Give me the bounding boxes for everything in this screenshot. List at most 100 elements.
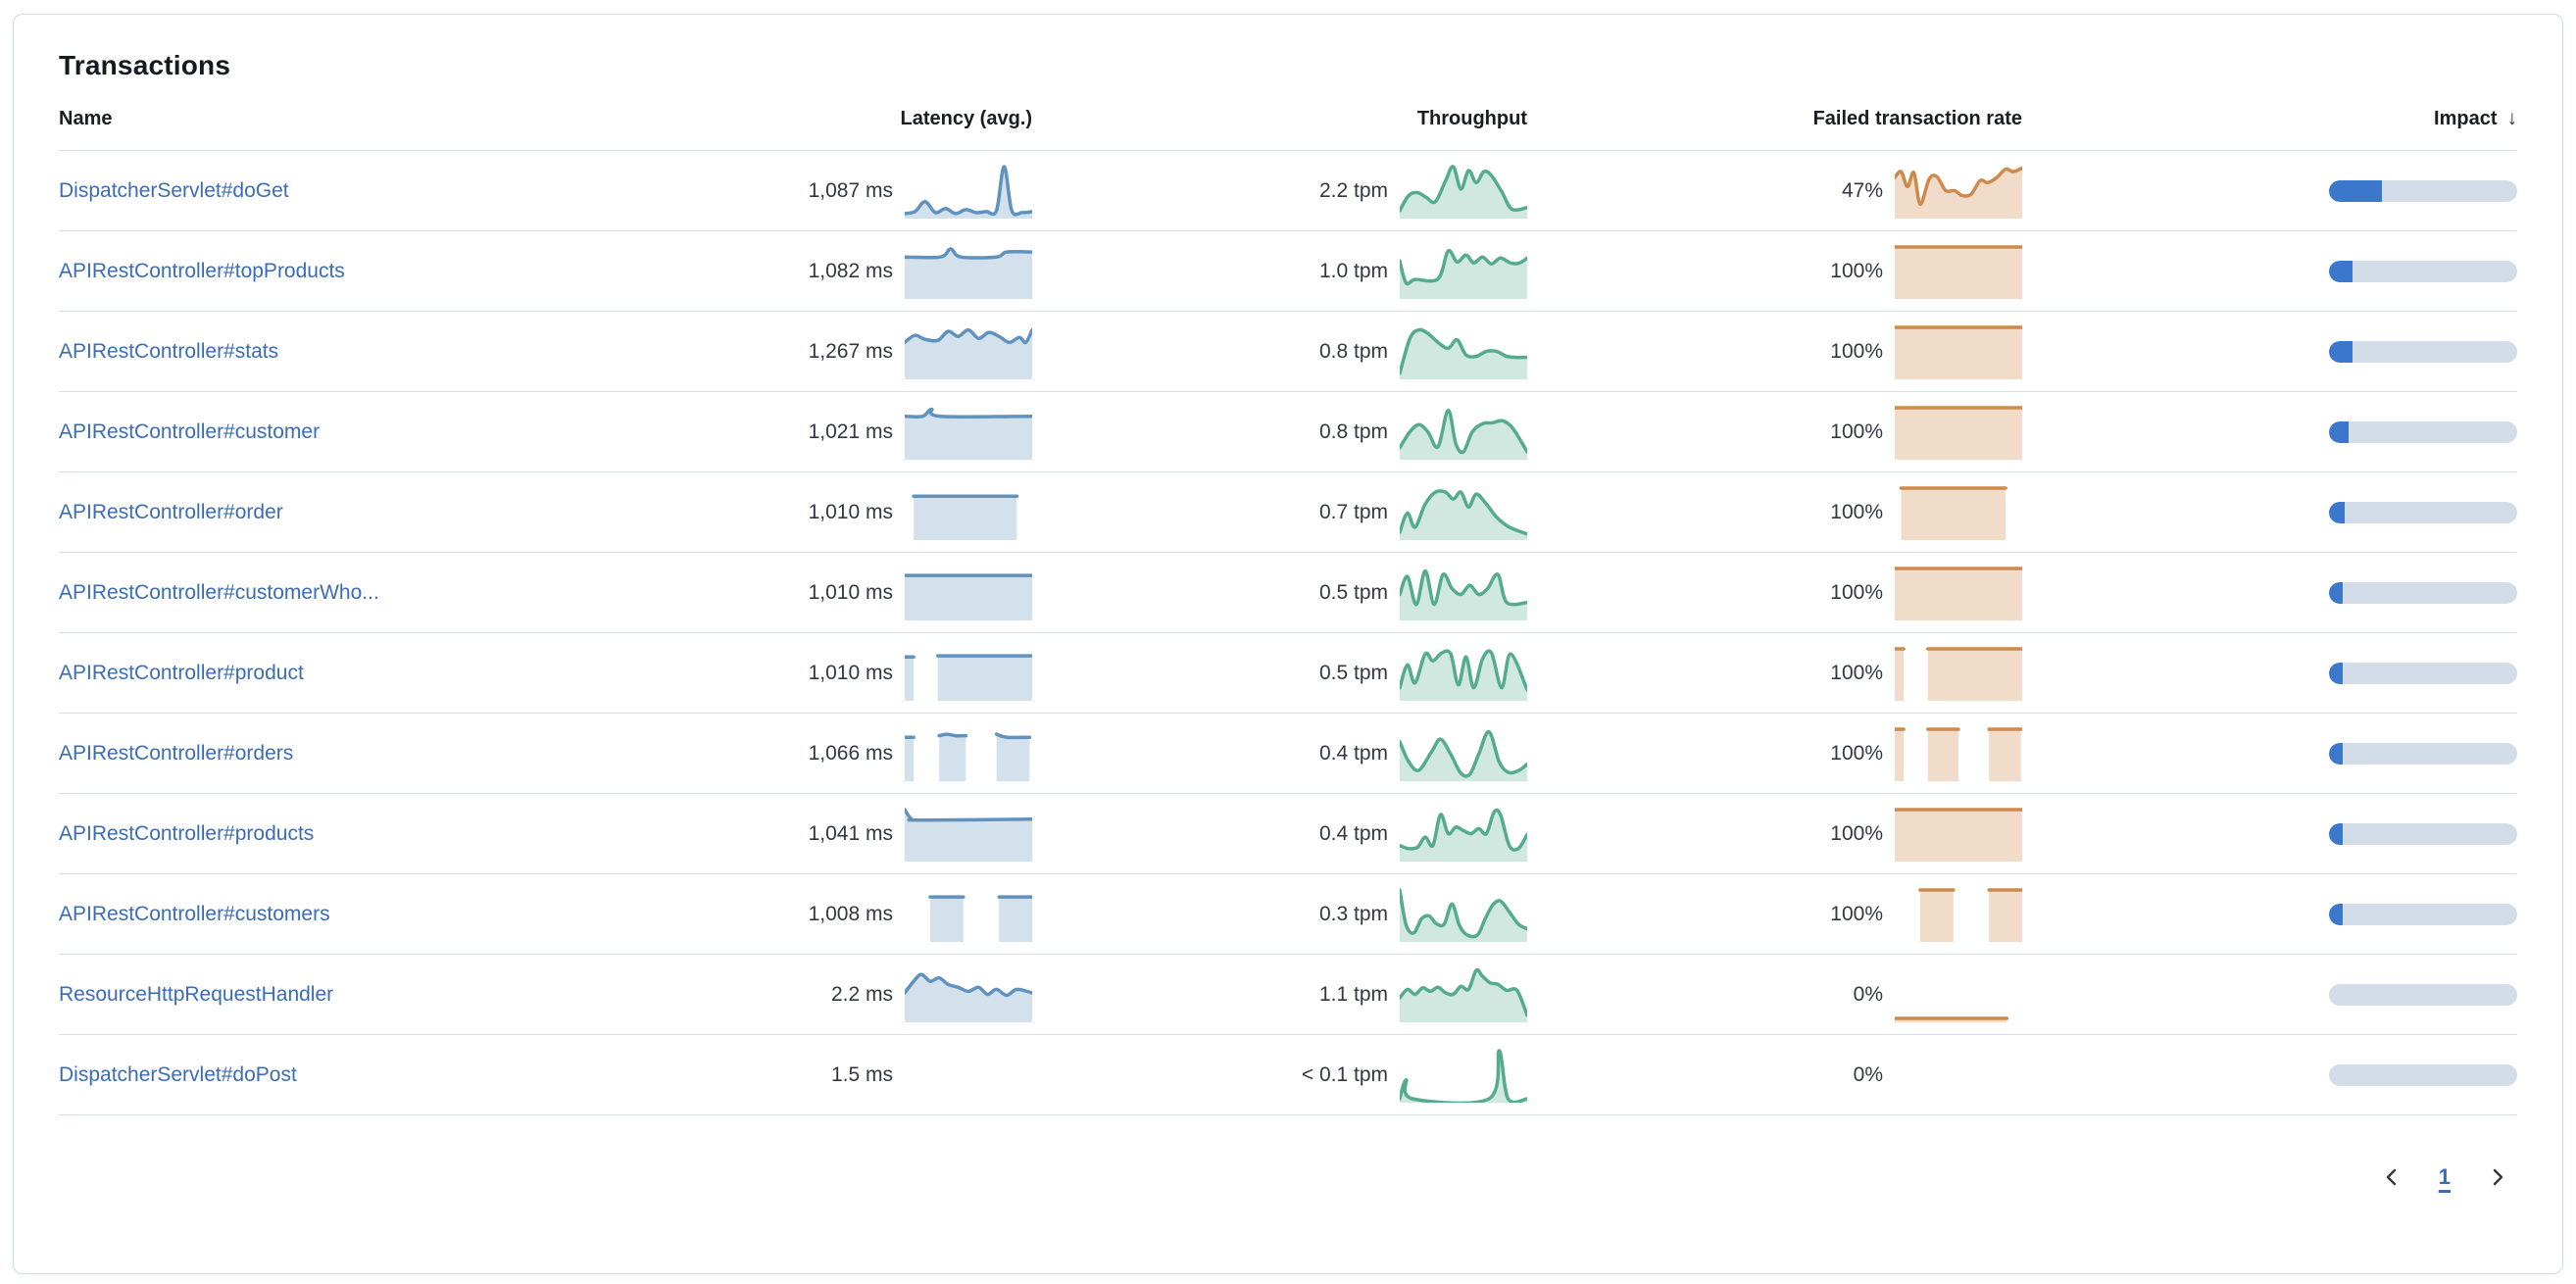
impact-bar-fill <box>2329 501 2346 523</box>
failed-rate-sparkline <box>1895 405 2022 460</box>
throughput-value: 0.5 tpm <box>1318 580 1388 604</box>
throughput-value: 0.4 tpm <box>1318 741 1388 765</box>
column-header-failed-rate[interactable]: Failed transaction rate <box>1527 107 2022 151</box>
impact-bar <box>2329 1063 2517 1086</box>
impact-bar <box>2329 983 2517 1006</box>
latency-value: 1,267 ms <box>808 339 893 363</box>
column-header-throughput[interactable]: Throughput <box>1032 107 1527 151</box>
table-row: APIRestController#customers 1,008 ms 0.3… <box>59 873 2517 955</box>
latency-sparkline <box>905 405 1032 460</box>
transaction-name-link[interactable]: APIRestController#orders <box>59 741 294 765</box>
transaction-name-link[interactable]: ResourceHttpRequestHandler <box>59 982 334 1006</box>
impact-bar-fill <box>2329 742 2343 765</box>
impact-bar-fill <box>2329 581 2343 604</box>
latency-value: 2.2 ms <box>830 982 893 1006</box>
impact-bar <box>2329 662 2517 684</box>
pagination: 1 <box>59 1115 2517 1239</box>
latency-sparkline <box>905 324 1032 379</box>
failed-rate-sparkline <box>1895 164 2022 219</box>
throughput-value: 0.8 tpm <box>1318 339 1388 363</box>
table-row: APIRestController#stats 1,267 ms 0.8 tpm… <box>59 311 2517 392</box>
latency-value: 1,010 ms <box>808 661 893 684</box>
latency-sparkline <box>905 566 1032 620</box>
transaction-name-link[interactable]: APIRestController#order <box>59 500 283 523</box>
impact-bar-fill <box>2329 903 2343 925</box>
latency-sparkline <box>905 485 1032 540</box>
column-header-name[interactable]: Name <box>59 107 537 151</box>
throughput-sparkline <box>1400 485 1527 540</box>
failed-rate-value: 100% <box>1830 500 1883 523</box>
latency-sparkline <box>905 244 1032 299</box>
failed-rate-value: 0% <box>1853 1062 1883 1086</box>
latency-value: 1,082 ms <box>808 259 893 282</box>
transactions-table: Name Latency (avg.) Throughput Failed tr… <box>59 107 2517 1115</box>
latency-value: 1,010 ms <box>808 580 893 604</box>
throughput-sparkline <box>1400 244 1527 299</box>
table-row: APIRestController#customerWho... 1,010 m… <box>59 552 2517 633</box>
impact-bar <box>2329 340 2517 363</box>
impact-bar <box>2329 742 2517 765</box>
throughput-sparkline <box>1400 164 1527 219</box>
throughput-sparkline <box>1400 405 1527 460</box>
table-row: APIRestController#order 1,010 ms 0.7 tpm… <box>59 471 2517 553</box>
throughput-sparkline <box>1400 1048 1527 1103</box>
throughput-sparkline <box>1400 324 1527 379</box>
failed-rate-value: 47% <box>1841 178 1883 202</box>
failed-rate-sparkline <box>1895 967 2022 1022</box>
table-row: APIRestController#product 1,010 ms 0.5 t… <box>59 632 2517 714</box>
transaction-name-link[interactable]: APIRestController#products <box>59 821 315 845</box>
transactions-panel: Transactions Name Latency (avg.) Through… <box>13 14 2563 1274</box>
transaction-name-link[interactable]: APIRestController#product <box>59 661 304 684</box>
pagination-previous-button[interactable] <box>2376 1161 2407 1193</box>
latency-value: 1.5 ms <box>830 1062 893 1086</box>
impact-bar-fill <box>2329 662 2343 684</box>
throughput-value: 0.4 tpm <box>1318 821 1388 845</box>
failed-rate-value: 100% <box>1830 420 1883 443</box>
impact-bar <box>2329 903 2517 925</box>
throughput-value: 1.1 tpm <box>1318 982 1388 1006</box>
latency-sparkline <box>905 967 1032 1022</box>
table-row: APIRestController#orders 1,066 ms 0.4 tp… <box>59 713 2517 794</box>
transactions-table-body: DispatcherServlet#doGet 1,087 ms 2.2 tpm… <box>59 150 2517 1115</box>
failed-rate-value: 100% <box>1830 580 1883 604</box>
transaction-name-link[interactable]: APIRestController#customerWho... <box>59 580 379 604</box>
chevron-left-icon <box>2386 1168 2396 1186</box>
throughput-sparkline <box>1400 887 1527 942</box>
panel-title: Transactions <box>59 50 231 80</box>
failed-rate-sparkline <box>1895 1048 2022 1103</box>
latency-sparkline <box>905 887 1032 942</box>
latency-value: 1,021 ms <box>808 420 893 443</box>
impact-bar <box>2329 179 2517 202</box>
failed-rate-value: 100% <box>1830 339 1883 363</box>
column-header-latency[interactable]: Latency (avg.) <box>537 107 1032 151</box>
transaction-name-link[interactable]: APIRestController#topProducts <box>59 259 345 282</box>
transaction-name-link[interactable]: DispatcherServlet#doPost <box>59 1062 297 1086</box>
latency-value: 1,010 ms <box>808 500 893 523</box>
failed-rate-sparkline <box>1895 646 2022 701</box>
transaction-name-link[interactable]: APIRestController#customer <box>59 420 321 443</box>
table-row: ResourceHttpRequestHandler 2.2 ms 1.1 tp… <box>59 954 2517 1035</box>
transaction-name-link[interactable]: DispatcherServlet#doGet <box>59 178 289 202</box>
sort-descending-icon: ↓ <box>2506 107 2518 129</box>
table-row: APIRestController#customer 1,021 ms 0.8 … <box>59 391 2517 472</box>
failed-rate-sparkline <box>1895 566 2022 620</box>
throughput-value: 2.2 tpm <box>1318 178 1388 202</box>
failed-rate-value: 100% <box>1830 661 1883 684</box>
throughput-value: < 0.1 tpm <box>1301 1062 1388 1086</box>
pagination-page-1[interactable]: 1 <box>2438 1164 2451 1189</box>
failed-rate-sparkline <box>1895 887 2022 942</box>
latency-value: 1,008 ms <box>808 902 893 925</box>
transaction-name-link[interactable]: APIRestController#stats <box>59 339 279 363</box>
table-row: APIRestController#topProducts 1,082 ms 1… <box>59 230 2517 312</box>
pagination-next-button[interactable] <box>2482 1161 2513 1193</box>
column-header-impact[interactable]: Impact ↓ <box>2022 107 2517 151</box>
latency-sparkline <box>905 646 1032 701</box>
failed-rate-sparkline <box>1895 485 2022 540</box>
impact-bar <box>2329 420 2517 443</box>
throughput-value: 0.8 tpm <box>1318 420 1388 443</box>
failed-rate-sparkline <box>1895 807 2022 862</box>
failed-rate-value: 100% <box>1830 902 1883 925</box>
transaction-name-link[interactable]: APIRestController#customers <box>59 902 330 925</box>
throughput-value: 0.5 tpm <box>1318 661 1388 684</box>
throughput-value: 0.3 tpm <box>1318 902 1388 925</box>
